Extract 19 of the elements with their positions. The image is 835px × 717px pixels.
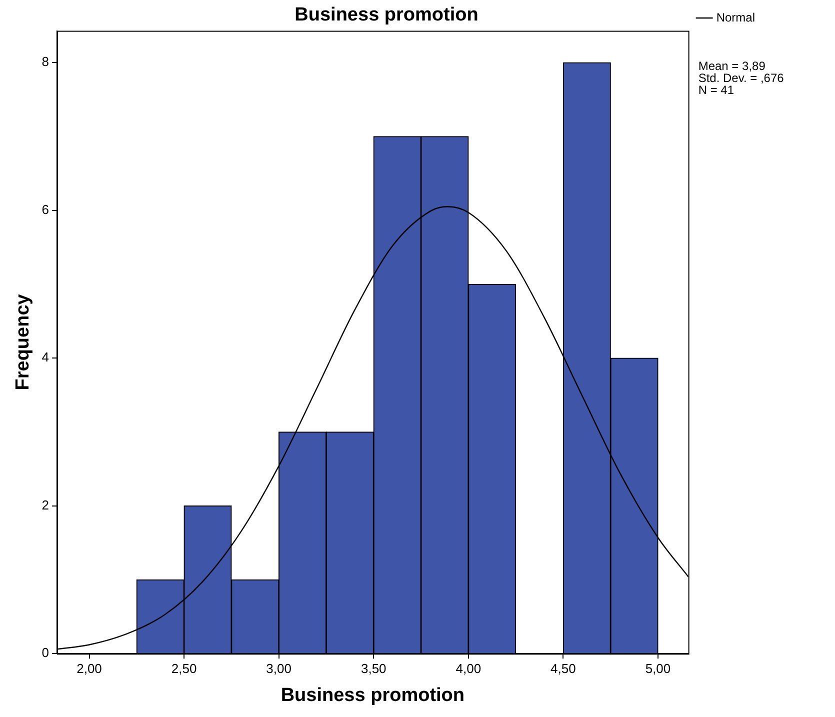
x-tick-label: 4,00 — [456, 660, 482, 676]
y-tick-label: 4 — [42, 350, 50, 365]
x-axis-title: Business promotion — [280, 684, 465, 706]
y-tick-label: 2 — [42, 497, 50, 512]
legend-label: Normal — [716, 10, 755, 24]
chart-title: Business promotion — [294, 4, 478, 26]
x-tick-label: 3,50 — [360, 660, 386, 676]
y-tick-label: 8 — [42, 54, 50, 70]
y-tick-label: 0 — [42, 645, 50, 660]
x-tick-label: 3,00 — [266, 660, 292, 676]
text: Std. Dev. = ,676 — [698, 71, 784, 86]
y-axis-title: Frequency — [12, 294, 34, 390]
x-tick-label: 5,00 — [645, 660, 671, 676]
x-tick-label: 4,50 — [550, 660, 576, 676]
text: Mean = 3,89 — [698, 59, 766, 74]
x-tick-label: 2,00 — [76, 660, 102, 676]
y-tick-label: 6 — [42, 202, 50, 217]
text: N = 41 — [698, 83, 734, 98]
x-tick-label: 2,50 — [171, 660, 197, 676]
